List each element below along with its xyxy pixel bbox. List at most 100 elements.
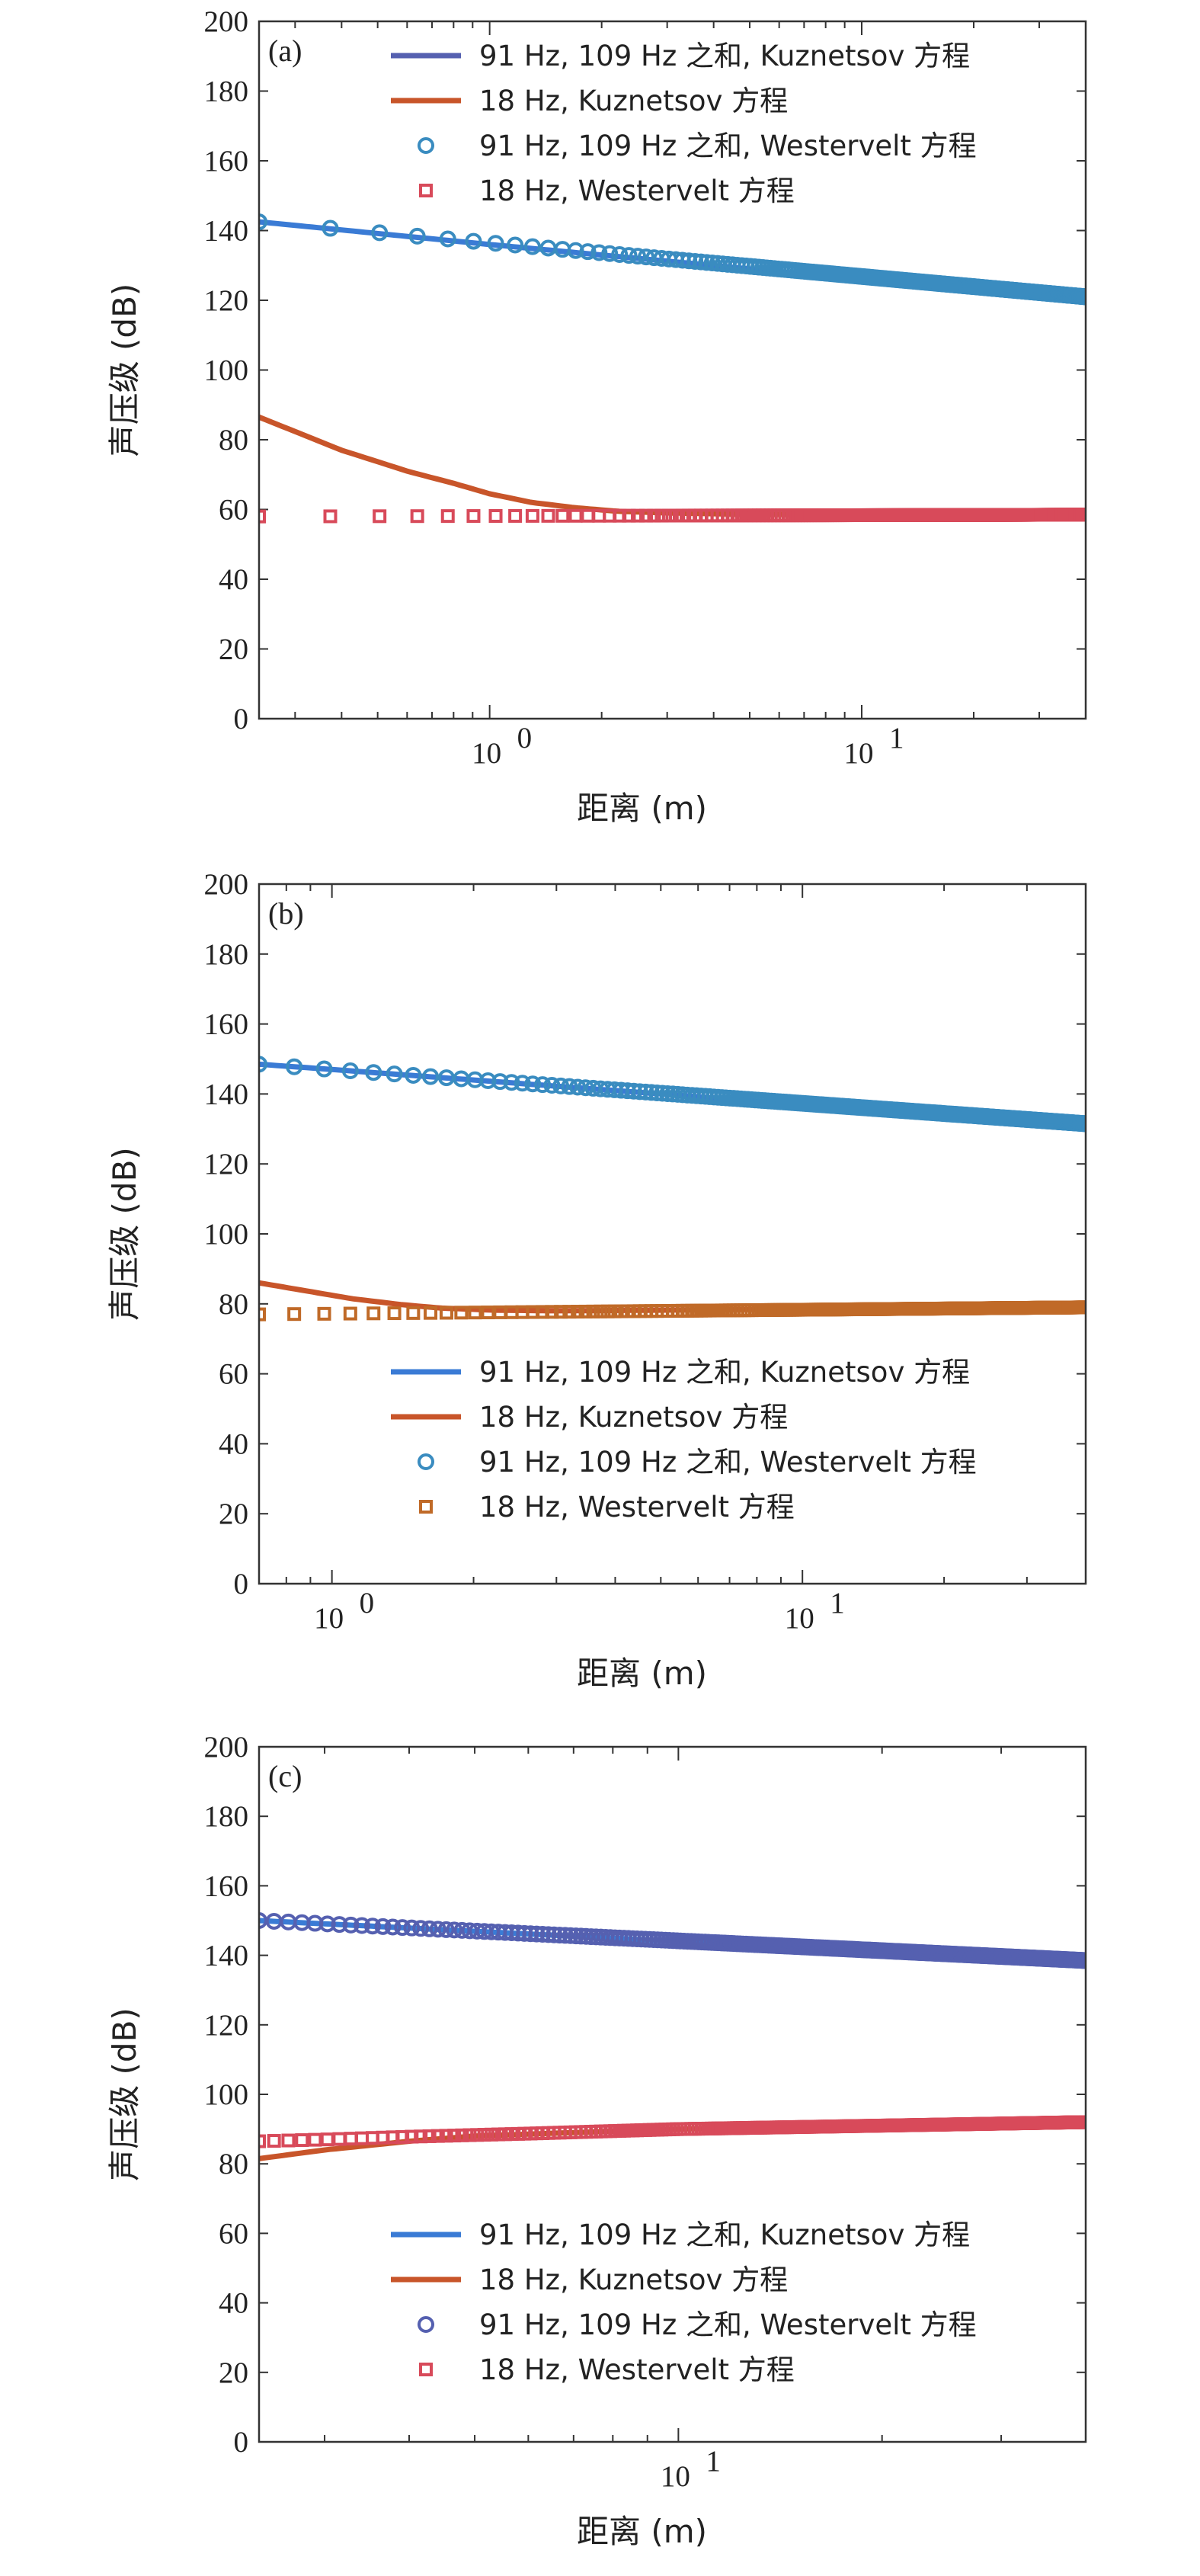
data-point — [571, 1305, 585, 1319]
data-point — [569, 1078, 587, 1096]
data-point — [437, 1921, 455, 1938]
data-point — [491, 1073, 509, 1091]
data-point — [503, 1074, 520, 1091]
data-point — [410, 509, 424, 524]
legend-entry-label: 18 Hz, Westervelt 方程 — [479, 2353, 795, 2386]
data-point — [642, 1084, 660, 1101]
legend-entry-label: 91 Hz, 109 Hz 之和, Westervelt 方程 — [479, 1446, 977, 1479]
data-point — [430, 2129, 445, 2143]
data-point — [295, 2133, 309, 2148]
data-point — [1079, 2115, 1086, 2129]
data-point — [466, 509, 481, 524]
data-point — [507, 236, 524, 254]
axes-frame — [258, 883, 1087, 1585]
data-point — [562, 1305, 577, 1319]
legend-entry-label: 91 Hz, 109 Hz 之和, Westervelt 方程 — [479, 130, 977, 162]
x-tick-label-exponent: 1 — [706, 2445, 721, 2478]
data-point — [631, 508, 645, 523]
data-point — [477, 2128, 491, 2142]
y-tick-label: 20 — [219, 1498, 248, 1530]
y-tick-label: 20 — [219, 2357, 248, 2389]
data-point — [647, 508, 661, 523]
data-point — [447, 2129, 462, 2143]
data-point — [522, 1925, 539, 1943]
data-point — [568, 508, 583, 523]
data-point — [318, 1915, 336, 1933]
legend-entry-label: 18 Hz, Kuznetsov 方程 — [479, 1401, 788, 1434]
data-point — [422, 1068, 440, 1085]
data-point — [546, 1926, 563, 1943]
y-tick-label: 40 — [219, 563, 248, 596]
data-point — [586, 1304, 600, 1318]
y-tick-label: 20 — [219, 633, 248, 666]
data-point — [387, 1306, 402, 1321]
data-point — [488, 508, 503, 523]
data-point — [590, 244, 608, 261]
plot-area — [259, 213, 1086, 524]
y-tick-label: 80 — [219, 2148, 248, 2180]
y-tick-label: 100 — [204, 354, 249, 387]
data-point — [439, 1306, 453, 1320]
plot-area — [259, 1912, 1086, 2161]
legend-swatch-circle — [418, 1453, 434, 1470]
data-point — [625, 1082, 642, 1100]
y-tick-label: 180 — [204, 75, 249, 108]
y-tick-label: 80 — [219, 424, 248, 457]
data-point — [446, 1921, 463, 1939]
data-point — [308, 2132, 322, 2147]
x-tick-label-exponent: 0 — [517, 722, 533, 755]
data-point — [317, 1306, 331, 1321]
chart-panel-c: 0 20 40 60 80 100 120 140 160 180 200 10 1 距离 (m) 声压级 … — [106, 1731, 1087, 2550]
data-point — [403, 1919, 421, 1937]
x-tick-label: 10 — [472, 737, 501, 770]
data-point — [384, 1918, 402, 1936]
legend-entry-label: 91 Hz, 109 Hz 之和, Kuznetsov 方程 — [479, 1356, 970, 1389]
data-point — [323, 509, 338, 524]
data-point — [422, 2129, 437, 2143]
data-point — [487, 235, 504, 252]
data-point — [534, 1925, 552, 1943]
data-point — [439, 2129, 453, 2143]
y-tick-label: 180 — [204, 938, 249, 971]
data-point — [698, 254, 715, 271]
data-point — [654, 508, 669, 523]
data-point — [405, 1066, 422, 1084]
data-point — [514, 1075, 531, 1092]
x-tick-label-exponent: 0 — [360, 1587, 375, 1620]
data-point — [545, 1305, 559, 1319]
data-point — [594, 1304, 608, 1318]
y-tick-label: 40 — [219, 2287, 248, 2320]
y-tick-label: 160 — [204, 1870, 249, 1902]
x-tick-label-exponent: 1 — [889, 722, 904, 755]
data-point — [561, 1078, 578, 1095]
y-tick-label: 120 — [204, 1148, 249, 1181]
legend: 91 Hz, 109 Hz 之和, Kuznetsov 方程 18 Hz, Kuz… — [391, 2219, 977, 2386]
x-tick-label: 10 — [661, 2460, 690, 2493]
x-axis-title: 距离 (m) — [577, 1655, 707, 1692]
data-point — [601, 245, 619, 262]
data-point — [320, 2132, 334, 2147]
y-tick-label: 60 — [219, 2217, 248, 2250]
data-point — [259, 2134, 266, 2148]
data-point — [371, 224, 389, 242]
panel-label: (b) — [268, 896, 304, 931]
data-point — [622, 508, 636, 523]
data-point — [462, 2128, 477, 2142]
data-point — [341, 1062, 359, 1080]
data-point — [440, 509, 455, 524]
data-point — [629, 248, 647, 265]
data-point — [344, 2132, 358, 2146]
data-point — [1079, 508, 1086, 522]
data-point — [354, 1917, 371, 1934]
legend-entry-label: 91 Hz, 109 Hz 之和, Kuznetsov 方程 — [479, 40, 970, 72]
data-point — [581, 508, 595, 523]
data-point — [281, 2133, 296, 2148]
y-tick-label: 60 — [219, 494, 248, 527]
legend-swatch-square — [419, 184, 433, 197]
x-tick-label: 10 — [314, 1602, 344, 1635]
data-point — [631, 1083, 648, 1101]
data-point — [259, 1056, 267, 1073]
